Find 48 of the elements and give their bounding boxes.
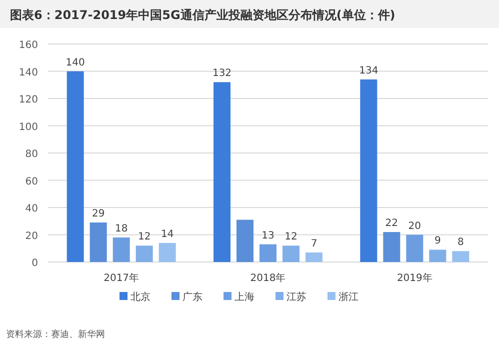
bar bbox=[429, 250, 446, 262]
bar bbox=[282, 246, 300, 262]
data-label: 8 bbox=[457, 237, 464, 248]
x-tick-label: 2018年 bbox=[250, 272, 286, 284]
bar bbox=[383, 232, 400, 262]
bar bbox=[158, 242, 176, 262]
y-tick-label: 20 bbox=[25, 230, 38, 242]
bar bbox=[214, 82, 230, 262]
data-label: 14 bbox=[160, 228, 174, 240]
bar bbox=[136, 246, 153, 262]
bar bbox=[90, 222, 107, 262]
data-label: 20 bbox=[408, 220, 422, 232]
legend-label: 北京 bbox=[130, 291, 150, 303]
y-tick-label: 120 bbox=[18, 94, 38, 106]
bar bbox=[360, 79, 378, 262]
legend-label: 上海 bbox=[234, 291, 254, 303]
data-label: 140 bbox=[66, 57, 85, 68]
data-label: 9 bbox=[434, 236, 441, 247]
data-label: 22 bbox=[385, 218, 398, 230]
bar bbox=[406, 234, 424, 262]
data-label: 12 bbox=[284, 232, 298, 243]
y-tick-label: 160 bbox=[18, 40, 38, 51]
bar bbox=[452, 251, 470, 262]
data-label: 18 bbox=[114, 223, 128, 234]
y-tick-label: 0 bbox=[32, 258, 38, 269]
bar bbox=[260, 244, 276, 262]
bar bbox=[112, 237, 130, 262]
y-tick-label: 60 bbox=[25, 176, 38, 188]
bar bbox=[236, 220, 254, 262]
bar bbox=[66, 71, 84, 262]
text: 资料来源：赛迪、新华网 bbox=[6, 329, 105, 340]
data-label: 7 bbox=[310, 238, 318, 250]
data-label: 13 bbox=[262, 230, 274, 242]
y-tick-label: 40 bbox=[25, 204, 38, 214]
x-tick-label: 2017年 bbox=[104, 272, 140, 284]
data-label: 12 bbox=[138, 232, 151, 243]
bar bbox=[306, 252, 322, 262]
data-label: 134 bbox=[359, 65, 378, 76]
legend-label: 浙江 bbox=[338, 291, 358, 303]
y-tick-label: 140 bbox=[18, 67, 38, 78]
data-label: 29 bbox=[92, 208, 105, 220]
data-label: 132 bbox=[212, 68, 232, 80]
x-tick-label: 2019年 bbox=[396, 272, 432, 284]
chart-title: 图表6：2017-2019年中国5G通信产业投融资地区分布情况(单位：件) bbox=[10, 8, 396, 22]
legend-label: 江苏 bbox=[286, 291, 306, 303]
y-tick-label: 80 bbox=[25, 149, 38, 160]
legend-label: 广东 bbox=[182, 291, 202, 303]
y-tick-label: 100 bbox=[18, 122, 38, 133]
